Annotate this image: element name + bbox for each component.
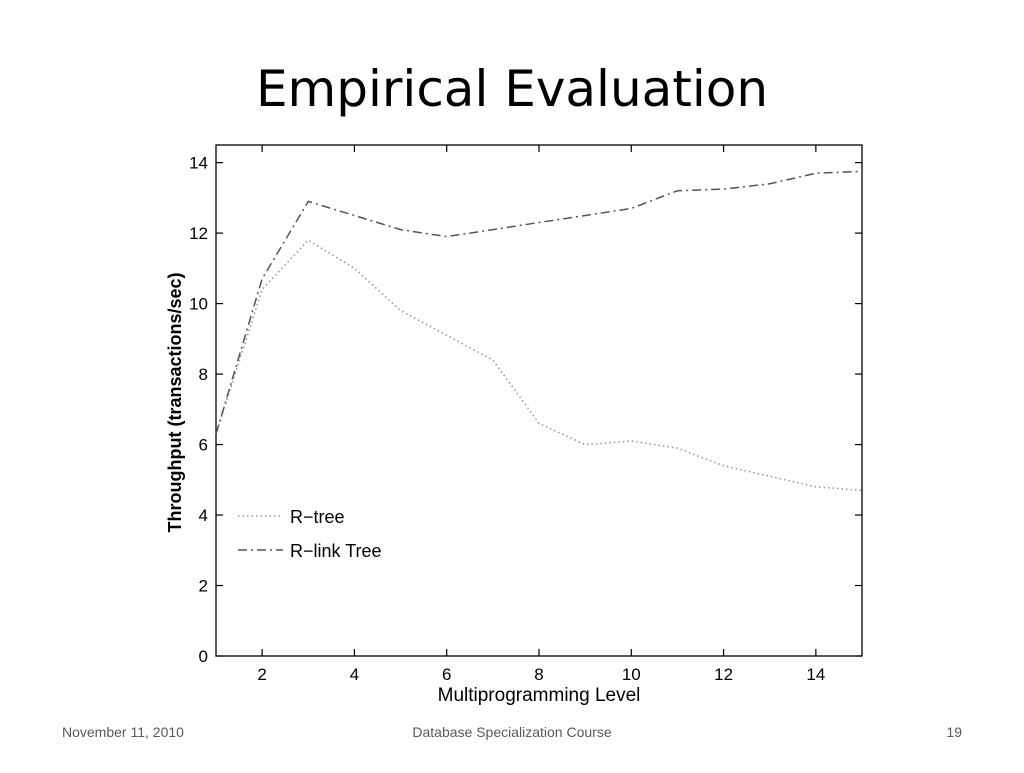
x-tick-label: 6 [442, 665, 451, 684]
legend: R−tree R−link Tree [238, 507, 382, 561]
series-line-1 [215, 170, 863, 435]
footer-date: November 11, 2010 [62, 724, 184, 740]
series-line-0 [215, 239, 863, 492]
legend-label: R−tree [290, 507, 345, 527]
y-tick-label: 6 [199, 436, 208, 455]
y-tick-label: 10 [189, 295, 208, 314]
series-lines [215, 170, 863, 492]
x-axis-label: Multiprogramming Level [438, 685, 641, 706]
x-tick-label: 4 [350, 665, 359, 684]
y-tick-label: 12 [189, 224, 208, 243]
y-tick-label: 0 [199, 647, 208, 666]
x-tick-label: 8 [534, 665, 543, 684]
plot-frame [215, 144, 863, 657]
footer-page-number: 19 [946, 724, 962, 740]
slide-title: Empirical Evaluation [255, 60, 769, 118]
y-tick-label: 4 [199, 506, 208, 525]
y-tick-label: 8 [199, 365, 208, 384]
y-tick-label: 2 [199, 577, 208, 596]
plot-border [215, 144, 863, 657]
x-axis-ticks: 2 4 6 8 10 12 14 [257, 145, 825, 684]
footer-course: Database Specialization Course [412, 724, 612, 740]
y-axis-label: Throughput (transactions/sec) [165, 272, 185, 532]
y-tick-label: 14 [189, 154, 208, 173]
x-tick-label: 2 [257, 665, 266, 684]
y-axis-ticks: 0 2 4 6 8 10 12 14 [189, 154, 862, 666]
x-tick-label: 12 [714, 665, 733, 684]
legend-label: R−link Tree [290, 541, 382, 561]
x-tick-label: 14 [806, 665, 825, 684]
x-tick-label: 10 [622, 665, 641, 684]
